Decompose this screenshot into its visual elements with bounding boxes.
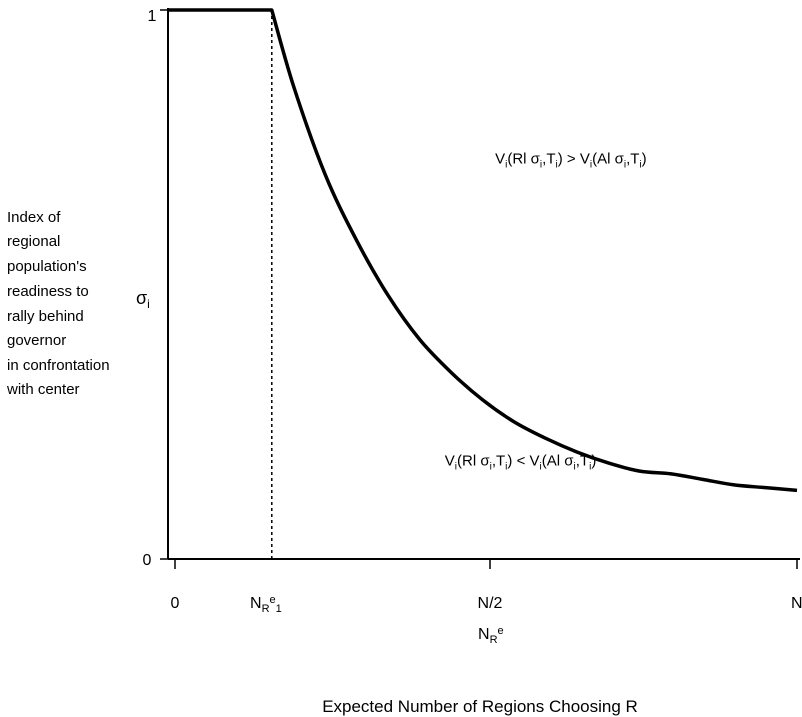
y-label-line-5: rally behind xyxy=(7,308,84,325)
y-tick-label-0: 0 xyxy=(143,552,152,569)
y-label-line-6: governor xyxy=(7,332,66,349)
y-label-line-4: readiness to xyxy=(7,283,89,300)
x-tick-label-half: N/2 xyxy=(478,595,503,612)
series-curve xyxy=(168,8,798,493)
annotation-upper: Vi(Rl σi,Ti) > Vi(Al σi,Ti) xyxy=(495,151,647,171)
x-tick-label-nr1: NRe1 xyxy=(250,594,282,615)
y-axis-label: Index of regional population's readiness… xyxy=(6,209,110,398)
y-axis-symbol: σi xyxy=(136,288,150,311)
y-label-line-8: with center xyxy=(6,381,80,398)
y-label-line-1: Index of xyxy=(7,209,61,226)
x-axis-symbol: NRe xyxy=(478,625,504,646)
y-label-line-2: regional xyxy=(7,233,60,250)
y-label-line-3: population's xyxy=(7,258,87,275)
y-label-line-7: in confrontation xyxy=(7,357,110,374)
x-tick-label-0: 0 xyxy=(171,595,180,612)
annotation-lower: Vi(Rl σi,Ti) < Vi(Al σi,Ti) xyxy=(445,453,597,473)
x-tick-label-n: N xyxy=(791,595,802,612)
x-axis-label: Expected Number of Regions Choosing R xyxy=(322,697,638,716)
y-tick-label-1: 1 xyxy=(148,8,157,25)
annotations: Vi(Rl σi,Ti) > Vi(Al σi,Ti) Vi(Rl σi,Ti) … xyxy=(445,151,647,473)
